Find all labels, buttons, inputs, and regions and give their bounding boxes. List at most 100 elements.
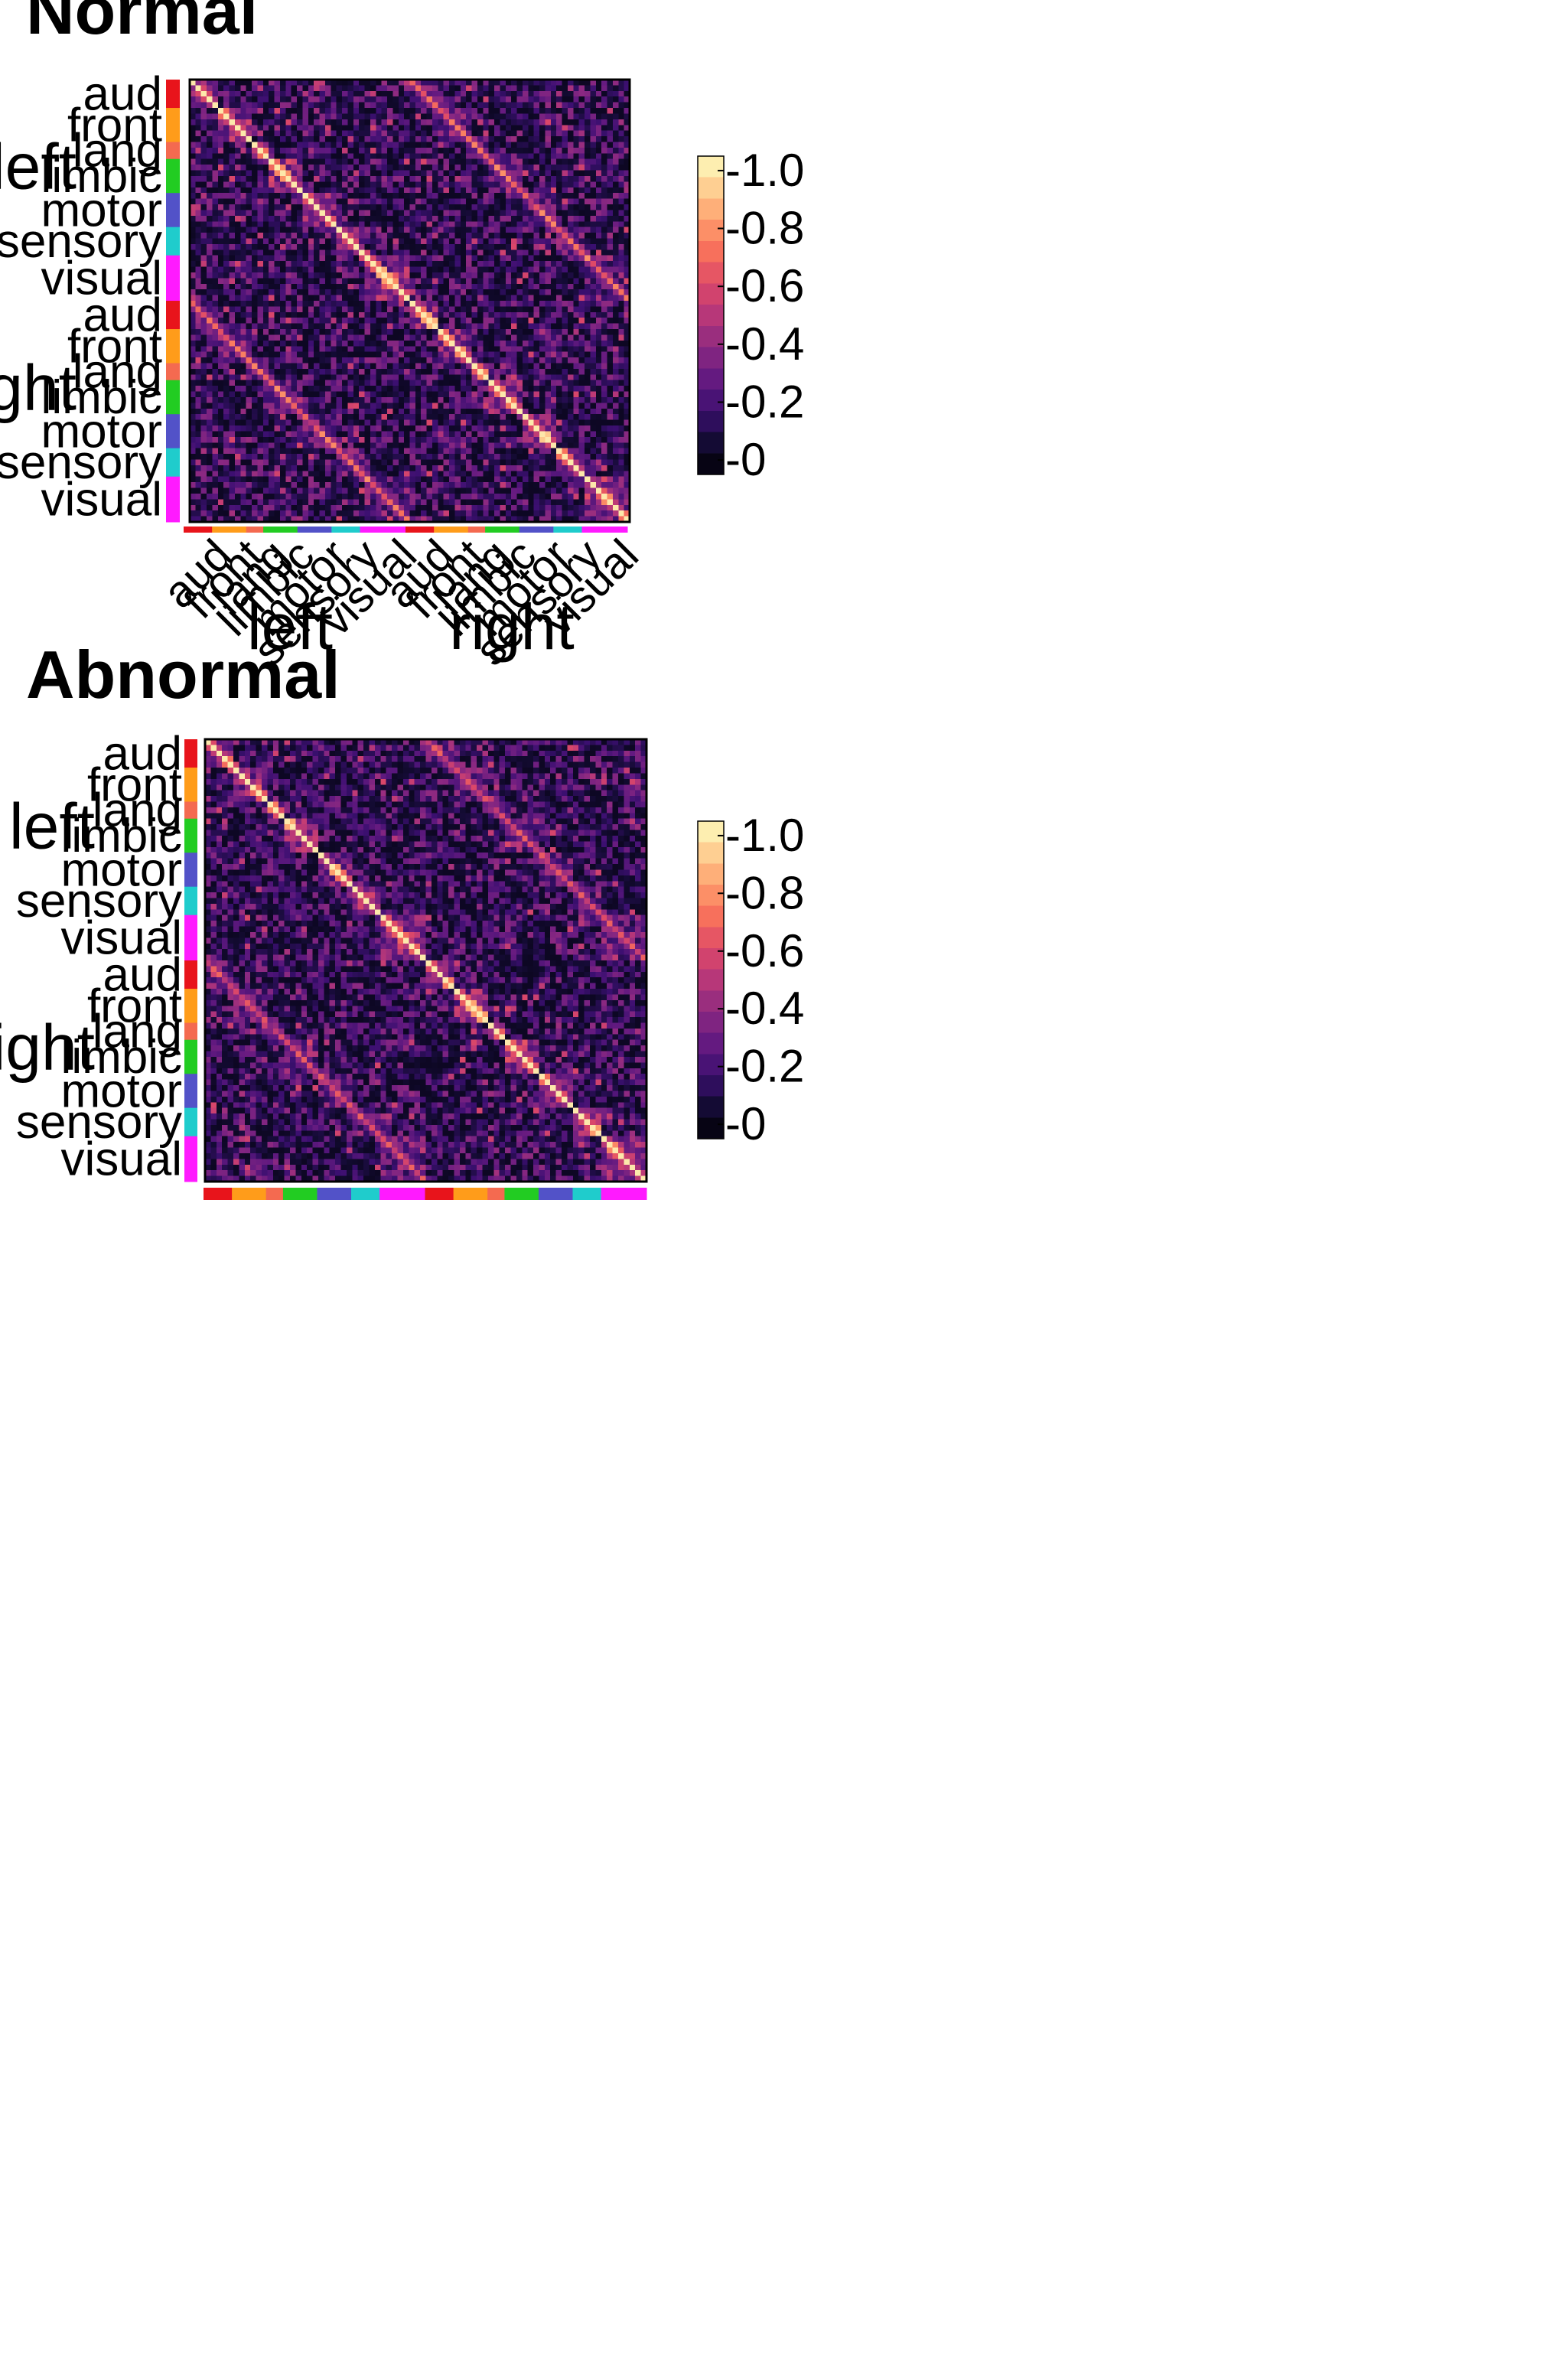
heatmap-cell [585, 295, 591, 302]
heatmap-cell [200, 233, 207, 240]
heatmap-cell [207, 329, 213, 336]
heatmap-cell [438, 380, 445, 386]
heatmap-cell [522, 306, 529, 313]
heatmap-cell [545, 408, 552, 415]
heatmap-cell [207, 295, 213, 302]
heatmap-cell [449, 391, 456, 398]
heatmap-cell [550, 204, 557, 211]
heatmap-cell [319, 108, 326, 115]
heatmap-cell [607, 175, 614, 182]
heatmap-cell [269, 323, 275, 330]
heatmap-cell [426, 380, 433, 386]
heatmap-cell [353, 85, 360, 92]
heatmap-cell [212, 374, 219, 381]
heatmap-cell [556, 130, 563, 137]
heatmap-cell [336, 346, 343, 353]
heatmap-cell [279, 266, 286, 273]
heatmap-cell [387, 90, 393, 97]
heatmap-cell [240, 170, 247, 177]
heatmap-cell [279, 119, 286, 126]
heatmap-cell [607, 158, 614, 165]
heatmap-cell [466, 147, 473, 154]
heatmap-cell [324, 351, 331, 358]
heatmap-cell [494, 363, 501, 370]
heatmap-cell [353, 283, 360, 290]
heatmap-cell [252, 306, 259, 313]
heatmap-cell [262, 108, 269, 115]
heatmap-cell [207, 158, 213, 165]
heatmap-cell [195, 323, 202, 330]
heatmap-cell [590, 170, 597, 177]
heatmap-cell [212, 391, 219, 398]
heatmap-cell [618, 90, 625, 97]
heatmap-cell [319, 391, 326, 398]
heatmap-cell [331, 204, 337, 211]
heatmap-cell [618, 403, 625, 409]
heatmap-cell [573, 113, 580, 120]
heatmap-cell [612, 165, 619, 171]
heatmap-cell [331, 357, 337, 364]
heatmap-cell [269, 408, 275, 415]
heatmap-cell [432, 85, 438, 92]
heatmap-cell [545, 243, 552, 250]
heatmap-cell [505, 436, 512, 443]
heatmap-cell [454, 210, 461, 217]
heatmap-cell [578, 80, 585, 86]
heatmap-cell [364, 233, 371, 240]
heatmap-cell [195, 153, 202, 160]
heatmap-cell [443, 170, 450, 177]
heatmap-cell [449, 419, 456, 426]
heatmap-cell [590, 363, 597, 370]
heatmap-cell [585, 187, 591, 194]
heatmap-cell [415, 414, 422, 421]
heatmap-cell [415, 283, 422, 290]
heatmap-cell [269, 198, 275, 205]
heatmap-cell [314, 386, 321, 393]
heatmap-cell [324, 278, 331, 285]
heatmap-cell [415, 391, 422, 398]
heatmap-cell [443, 386, 450, 393]
heatmap-cell [500, 436, 506, 443]
heatmap-cell [449, 221, 456, 228]
heatmap-cell [454, 351, 461, 358]
heatmap-cell [522, 368, 529, 375]
heatmap-cell [229, 408, 236, 415]
heatmap-cell [477, 165, 484, 171]
heatmap-cell [438, 334, 445, 341]
heatmap-cell [454, 380, 461, 386]
heatmap-cell [477, 102, 484, 109]
heatmap-cell [336, 175, 343, 182]
heatmap-cell [567, 334, 574, 341]
heatmap-cell [190, 193, 196, 200]
heatmap-cell [324, 136, 331, 143]
heatmap-cell [392, 125, 399, 132]
heatmap-cell [319, 436, 326, 443]
heatmap-cell [262, 158, 269, 165]
heatmap-cell [618, 147, 625, 154]
heatmap-cell [567, 233, 574, 240]
heatmap-cell [522, 198, 529, 205]
heatmap-cell [285, 311, 292, 318]
heatmap-cell [449, 85, 456, 92]
heatmap-cell [488, 306, 495, 313]
heatmap-cell [212, 142, 219, 148]
heatmap-cell [533, 158, 540, 165]
heatmap-cell [252, 85, 259, 92]
heatmap-cell [533, 351, 540, 358]
heatmap-cell [573, 158, 580, 165]
heatmap-cell [342, 318, 349, 324]
heatmap-cell [454, 431, 461, 438]
heatmap-cell [550, 142, 557, 148]
heatmap-cell [246, 386, 252, 393]
heatmap-cell [195, 340, 202, 347]
heatmap-cell [200, 261, 207, 268]
heatmap-cell [370, 193, 376, 200]
heatmap-cell [285, 210, 292, 217]
heatmap-cell [246, 261, 252, 268]
heatmap-cell [471, 414, 478, 421]
heatmap-cell [567, 147, 574, 154]
heatmap-cell [516, 210, 523, 217]
heatmap-cell [398, 425, 405, 432]
heatmap-cell [528, 351, 535, 358]
heatmap-cell [466, 283, 473, 290]
